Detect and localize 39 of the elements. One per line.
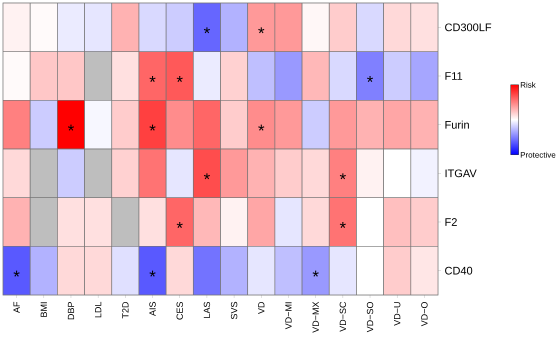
x-tick-label: VD−U [394,302,400,326]
data-label: * [366,76,374,82]
data-label: * [149,270,156,277]
data-label: * [204,27,210,34]
y-tick-label: F2 [445,218,457,226]
x-tick-label: VD−SC [340,302,346,332]
x-tick-label: LDL [95,302,102,318]
data-label: * [14,270,20,277]
x-tick-label: VD [258,302,264,314]
data-label: * [149,76,156,82]
color-bar-label: Protective [520,152,556,158]
x-tick-label: SVS [230,302,238,320]
y-tick-label: ITGAV [446,169,477,178]
x-tick-label: VD−MI [285,302,292,330]
data-label: * [68,124,74,131]
data-label: * [149,124,156,131]
data-label: * [340,222,346,228]
data-label: * [176,222,183,228]
data-label: * [340,173,346,180]
data-label: * [258,124,264,131]
data-label: * [204,173,210,180]
x-tick-label: VD−MX [312,302,319,333]
x-tick-label: LAS [204,302,210,318]
y-tick-label: CD40 [445,266,472,275]
x-tick-label: DBP [68,302,74,320]
x-tick-label: VD−SO [366,302,374,332]
x-tick-label: BMI [40,302,47,317]
color-bar-label: Risk [520,82,536,88]
x-tick-label: CES [176,302,183,320]
x-tick-label: AIS [149,302,156,316]
y-tick-label: F11 [445,72,462,80]
y-tick-label: Furin [445,120,469,129]
x-tick-label: VD−O [421,302,428,326]
data-label: * [176,76,183,82]
data-label: * [312,270,319,277]
data-label: * [258,27,264,34]
y-tick-label: CD300LF [445,23,492,32]
x-tick-label: AF [13,302,20,314]
x-tick-label: T2D [122,302,128,318]
